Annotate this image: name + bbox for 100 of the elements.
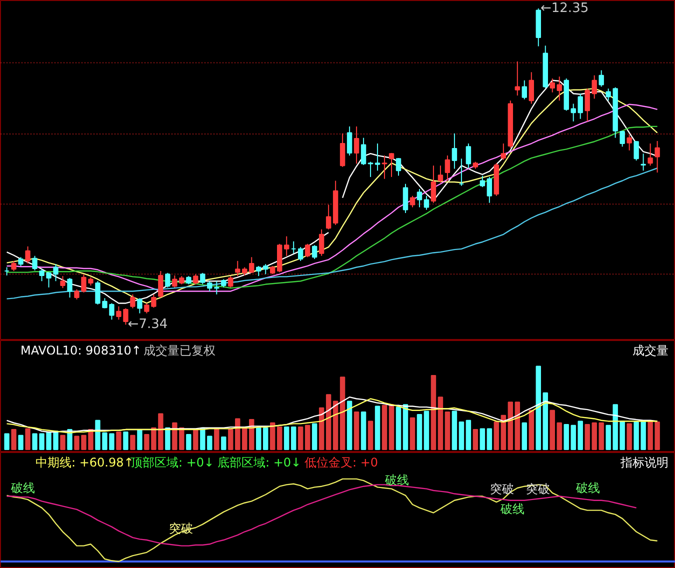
bar	[360, 412, 366, 450]
candlestick	[522, 80, 528, 100]
text: 底部区域: +0↓	[218, 455, 302, 470]
candlestick	[578, 93, 583, 120]
bar	[556, 422, 562, 450]
bar	[130, 434, 136, 450]
candlestick	[626, 134, 632, 151]
annotation: 破线	[575, 481, 600, 496]
candlestick	[584, 88, 590, 122]
bar	[598, 422, 604, 450]
bar	[214, 429, 220, 450]
bar	[396, 406, 402, 450]
bar	[550, 410, 555, 450]
candlestick	[444, 155, 450, 182]
bar	[318, 407, 324, 450]
candlestick	[326, 204, 332, 230]
candlestick	[67, 277, 72, 298]
text: 指标说明	[620, 455, 668, 470]
candlestick	[263, 264, 268, 275]
bar	[340, 376, 346, 450]
bar	[298, 426, 304, 450]
candlestick	[570, 103, 576, 122]
candlestick	[374, 143, 380, 172]
candlestick	[514, 60, 520, 96]
candlestick	[550, 78, 555, 93]
candlestick	[410, 195, 416, 208]
candlestick	[158, 270, 164, 298]
candlestick	[165, 272, 170, 288]
bar	[494, 422, 500, 450]
bar	[368, 420, 374, 450]
text: 低位金叉: +0	[304, 455, 378, 470]
candlestick	[402, 183, 408, 214]
candlestick	[298, 246, 304, 262]
candlestick	[640, 153, 646, 172]
bar	[228, 429, 234, 450]
bar	[270, 422, 276, 450]
bar	[193, 429, 198, 450]
bar	[410, 417, 416, 450]
bar	[522, 422, 528, 450]
bar	[438, 396, 444, 450]
bar	[354, 412, 360, 450]
bar	[388, 404, 394, 450]
bar	[207, 436, 212, 450]
bar	[452, 410, 458, 450]
candlestick	[388, 152, 394, 178]
annotation: 突破	[526, 482, 550, 496]
bar	[466, 420, 472, 450]
candlestick	[360, 137, 366, 166]
bar	[256, 427, 262, 450]
bar	[500, 414, 506, 450]
bar	[242, 427, 248, 450]
candlestick	[312, 244, 318, 260]
candlestick	[207, 280, 212, 292]
bar	[626, 423, 632, 450]
bar	[486, 428, 492, 450]
candlestick	[556, 76, 562, 102]
text: MAVOL10: 908310↑	[20, 343, 142, 358]
bar	[444, 412, 450, 450]
bar	[416, 414, 422, 450]
text: 成交量	[632, 343, 668, 358]
annotation: ←12.35	[540, 0, 589, 16]
bar	[290, 426, 296, 450]
candlestick	[396, 158, 402, 176]
bar	[374, 406, 380, 450]
bar	[584, 424, 590, 450]
bar	[402, 404, 408, 450]
bar	[165, 427, 170, 450]
candlestick	[634, 140, 639, 162]
bar	[18, 434, 24, 450]
bar	[564, 424, 569, 450]
candlestick	[249, 256, 254, 274]
bar	[326, 394, 332, 450]
candlestick	[424, 195, 430, 210]
candlestick	[480, 175, 486, 188]
candlestick	[60, 276, 66, 289]
bar	[25, 428, 30, 450]
annotation: 突破	[490, 482, 514, 496]
text: 成交量已复权	[144, 343, 216, 358]
candlestick	[318, 228, 324, 256]
candlestick	[193, 274, 198, 285]
bar	[514, 402, 520, 450]
bar	[458, 422, 464, 450]
bar	[116, 432, 122, 450]
candlestick	[648, 143, 653, 166]
bar	[221, 436, 226, 450]
candlestick	[304, 243, 310, 258]
bar	[382, 404, 388, 450]
bar	[276, 426, 282, 450]
bar	[570, 424, 576, 450]
candlestick	[486, 176, 492, 204]
candlestick	[11, 260, 16, 272]
bar	[137, 429, 142, 450]
bar	[480, 428, 486, 450]
bar	[430, 374, 436, 450]
annotation: 破线	[384, 472, 410, 487]
candlestick	[346, 126, 352, 156]
candlestick	[500, 143, 506, 160]
candlestick	[452, 132, 458, 170]
bar	[263, 427, 268, 450]
annotation: ←7.34	[128, 317, 168, 332]
